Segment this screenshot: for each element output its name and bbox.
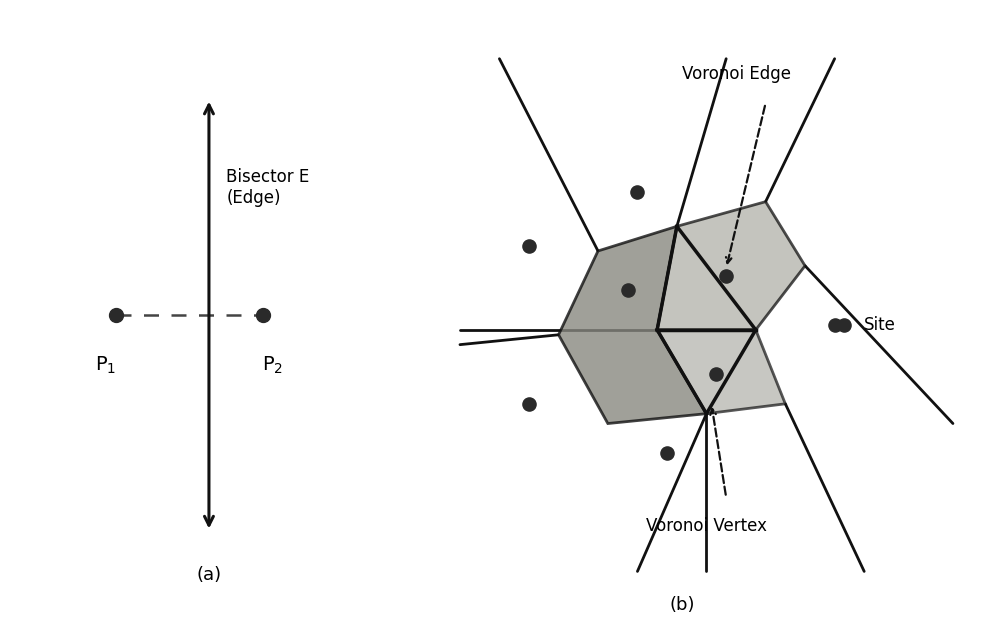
Polygon shape [656,330,784,413]
Text: Voronoi Vertex: Voronoi Vertex [645,517,766,535]
Point [826,320,842,330]
Point [254,310,270,320]
Point [107,310,123,320]
Text: Site: Site [864,316,896,334]
Point [521,241,537,251]
Point [836,320,852,330]
Text: Voronoi Edge: Voronoi Edge [681,66,790,84]
Point [718,271,734,281]
Text: P$_1$: P$_1$ [95,354,116,376]
Point [658,448,674,458]
Point [708,369,724,379]
Text: P$_2$: P$_2$ [262,354,283,376]
Text: (a): (a) [196,566,222,584]
Text: Bisector E
(Edge): Bisector E (Edge) [226,168,309,206]
Polygon shape [558,226,706,424]
Point [521,399,537,409]
Polygon shape [656,202,804,330]
Text: (b): (b) [668,596,694,614]
Point [629,186,645,197]
Point [619,285,635,296]
